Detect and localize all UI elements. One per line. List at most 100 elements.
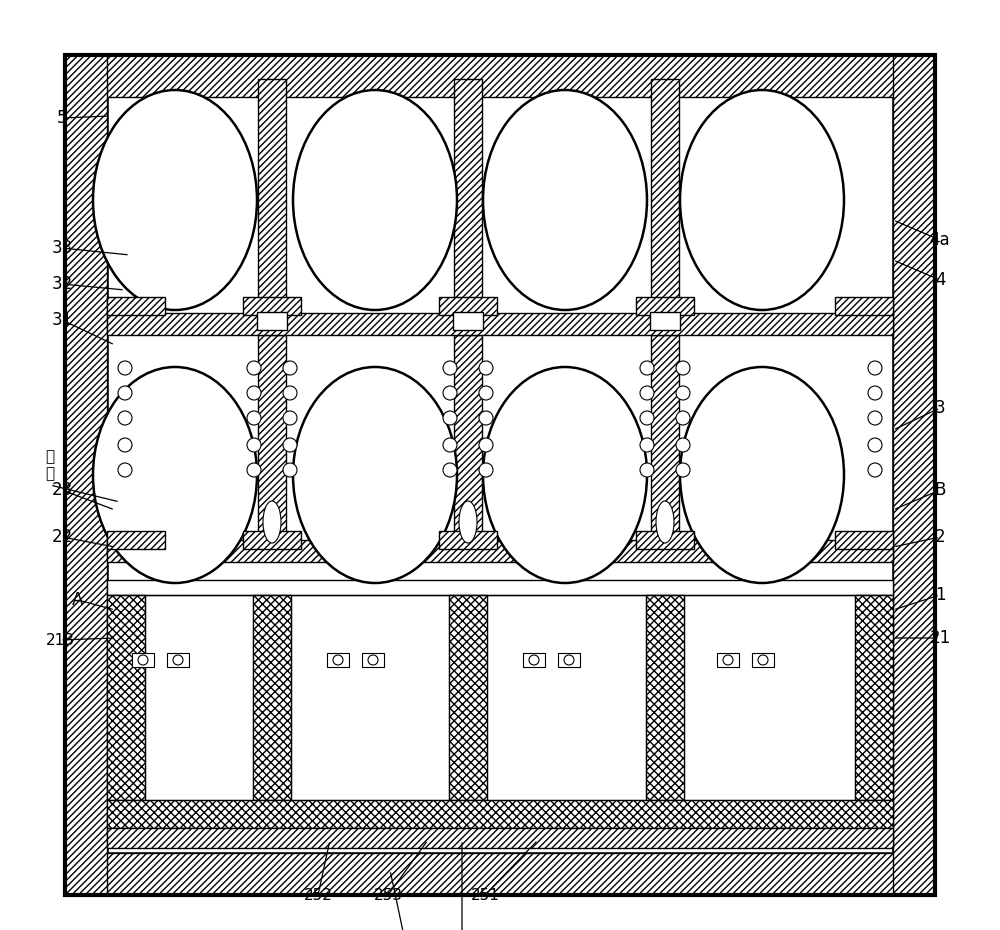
Bar <box>362 653 384 667</box>
Bar <box>453 312 483 330</box>
Bar <box>258 79 286 313</box>
Circle shape <box>118 438 132 452</box>
Text: 22: 22 <box>51 528 73 546</box>
Circle shape <box>247 411 261 425</box>
Bar <box>258 335 286 540</box>
Circle shape <box>443 361 457 375</box>
Bar <box>107 79 893 853</box>
Circle shape <box>443 463 457 477</box>
Bar <box>65 55 935 97</box>
Bar <box>107 828 893 848</box>
Circle shape <box>868 463 882 477</box>
Bar <box>107 297 165 315</box>
Circle shape <box>118 361 132 375</box>
Circle shape <box>368 655 378 665</box>
Bar <box>65 55 935 895</box>
Circle shape <box>640 411 654 425</box>
Circle shape <box>868 438 882 452</box>
Circle shape <box>247 386 261 400</box>
Text: 4a: 4a <box>930 231 950 249</box>
Circle shape <box>479 386 493 400</box>
Circle shape <box>283 411 297 425</box>
Bar <box>107 800 893 828</box>
Text: 21: 21 <box>929 629 951 647</box>
Circle shape <box>283 463 297 477</box>
Ellipse shape <box>263 501 281 543</box>
Bar <box>651 335 679 540</box>
Circle shape <box>868 361 882 375</box>
Ellipse shape <box>483 90 647 310</box>
Circle shape <box>173 655 183 665</box>
Bar <box>439 531 497 549</box>
Circle shape <box>676 438 690 452</box>
Circle shape <box>723 655 733 665</box>
Circle shape <box>479 411 493 425</box>
Bar <box>107 595 145 800</box>
Circle shape <box>443 411 457 425</box>
Bar <box>107 313 893 335</box>
Bar <box>107 580 893 595</box>
Bar <box>65 55 107 895</box>
Text: 2: 2 <box>935 528 945 546</box>
Text: 3: 3 <box>935 399 945 417</box>
Bar <box>243 531 301 549</box>
Text: 4: 4 <box>935 271 945 289</box>
Bar <box>454 335 482 540</box>
Circle shape <box>640 361 654 375</box>
Circle shape <box>676 386 690 400</box>
Bar <box>684 595 855 800</box>
Bar <box>107 540 893 562</box>
Bar <box>636 297 694 315</box>
Ellipse shape <box>680 367 844 583</box>
Bar <box>257 312 287 330</box>
Circle shape <box>283 361 297 375</box>
Text: B: B <box>934 481 946 499</box>
Bar <box>253 595 291 800</box>
Circle shape <box>640 386 654 400</box>
Circle shape <box>479 438 493 452</box>
Bar <box>132 653 154 667</box>
Circle shape <box>118 386 132 400</box>
Text: 31: 31 <box>51 311 73 329</box>
Bar <box>650 312 680 330</box>
Bar <box>523 653 545 667</box>
Text: 33: 33 <box>51 239 73 257</box>
Circle shape <box>529 655 539 665</box>
Ellipse shape <box>293 90 457 310</box>
Circle shape <box>640 438 654 452</box>
Ellipse shape <box>293 367 457 583</box>
Bar <box>449 595 487 800</box>
Ellipse shape <box>459 501 477 543</box>
Text: 252: 252 <box>304 887 332 902</box>
Circle shape <box>283 386 297 400</box>
Circle shape <box>247 438 261 452</box>
Bar <box>717 653 739 667</box>
Circle shape <box>118 463 132 477</box>
Circle shape <box>676 361 690 375</box>
Bar <box>651 79 679 313</box>
Bar <box>893 55 935 895</box>
Circle shape <box>564 655 574 665</box>
Bar <box>291 595 449 800</box>
Text: 213: 213 <box>46 632 74 647</box>
Bar <box>454 79 482 313</box>
Text: 253: 253 <box>374 887 402 902</box>
Bar <box>487 595 646 800</box>
Circle shape <box>868 386 882 400</box>
Bar <box>145 595 253 800</box>
Circle shape <box>443 386 457 400</box>
Bar <box>855 595 893 800</box>
Circle shape <box>247 361 261 375</box>
Bar <box>243 297 301 315</box>
Bar <box>167 653 189 667</box>
Circle shape <box>283 438 297 452</box>
Bar <box>636 531 694 549</box>
Bar <box>107 531 165 549</box>
Text: 5: 5 <box>57 109 67 127</box>
Bar <box>558 653 580 667</box>
Circle shape <box>247 463 261 477</box>
Circle shape <box>676 463 690 477</box>
Ellipse shape <box>656 501 674 543</box>
Circle shape <box>676 411 690 425</box>
Text: 32: 32 <box>51 275 73 293</box>
